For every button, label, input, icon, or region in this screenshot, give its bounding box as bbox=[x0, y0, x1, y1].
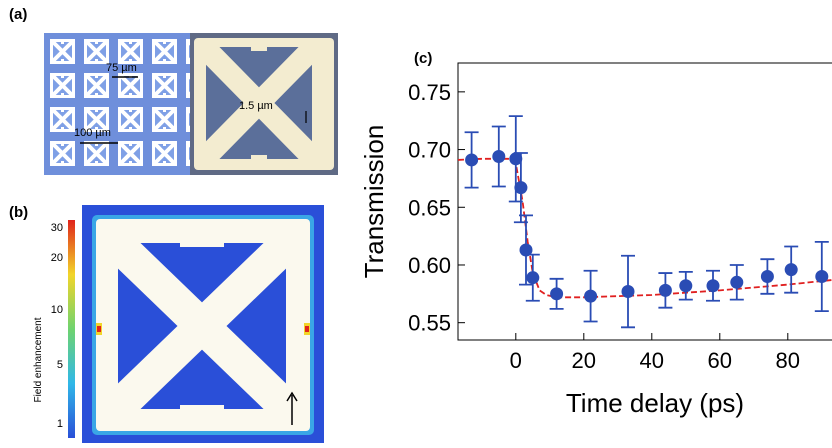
data-point bbox=[492, 149, 506, 163]
x-tick-label: 60 bbox=[708, 348, 732, 373]
data-point bbox=[514, 181, 528, 195]
array-cell bbox=[150, 37, 179, 66]
array-cell bbox=[48, 105, 77, 134]
x-tick-label: 40 bbox=[640, 348, 664, 373]
panel-b-simulation: Field enhancement 30 20 10 5 1 bbox=[30, 205, 324, 443]
data-point bbox=[519, 243, 533, 257]
micrograph-figure: 75 µm 100 µm 1.5 µm bbox=[44, 33, 338, 175]
y-tick-label: 0.60 bbox=[408, 253, 451, 278]
data-point bbox=[509, 152, 523, 166]
y-tick-label: 0.70 bbox=[408, 138, 451, 163]
panel-label-c: (c) bbox=[414, 50, 433, 67]
panel-c-chart: 0.55 0.60 0.65 0.70 0.75 0 20 40 60 80 Transmissi… bbox=[355, 40, 832, 443]
field-map-figure: Field enhancement 30 20 10 5 1 bbox=[33, 205, 324, 443]
plot-frame bbox=[457, 62, 832, 341]
array-cell bbox=[82, 139, 111, 168]
array-cell bbox=[150, 105, 179, 134]
fit-layer bbox=[457, 157, 832, 299]
colorbar-tick-20: 20 bbox=[51, 252, 63, 264]
array-cell bbox=[150, 71, 179, 100]
colorbar-title: Field enhancement bbox=[33, 317, 44, 402]
x-tick-label: 0 bbox=[510, 348, 522, 373]
scale-label-75: 75 µm bbox=[106, 62, 137, 74]
array-cell bbox=[116, 37, 145, 66]
array-cell bbox=[116, 105, 145, 134]
data-point bbox=[658, 283, 672, 297]
x-tick-label: 80 bbox=[776, 348, 800, 373]
array-cell bbox=[48, 37, 77, 66]
y-tick-label: 0.65 bbox=[408, 195, 451, 220]
data-point bbox=[760, 270, 774, 284]
array-cell bbox=[48, 139, 77, 168]
array-cell bbox=[82, 37, 111, 66]
data-point bbox=[679, 279, 693, 293]
panel-a-micrograph: 75 µm 100 µm 1.5 µm bbox=[44, 33, 338, 175]
scale-label-100: 100 µm bbox=[74, 127, 111, 139]
x-tick-label: 20 bbox=[572, 348, 596, 373]
data-point bbox=[621, 285, 635, 299]
data-point bbox=[730, 275, 744, 289]
data-point bbox=[584, 289, 598, 303]
array-cell bbox=[82, 71, 111, 100]
fit-curve bbox=[457, 157, 832, 299]
colorbar-tick-1: 1 bbox=[57, 418, 63, 430]
array-cell bbox=[116, 139, 145, 168]
axis-ticks: 0.55 0.60 0.65 0.70 0.75 0 20 40 60 80 bbox=[408, 80, 800, 373]
y-tick-label: 0.75 bbox=[408, 80, 451, 105]
data-point bbox=[465, 153, 479, 167]
colorbar-tick-30: 30 bbox=[51, 222, 63, 234]
colorbar bbox=[68, 220, 75, 438]
scale-label-gap: 1.5 µm bbox=[239, 100, 273, 112]
data-point bbox=[706, 279, 720, 293]
colorbar-tick-5: 5 bbox=[57, 359, 63, 371]
data-point bbox=[550, 287, 564, 301]
array-cell bbox=[150, 139, 179, 168]
y-axis-label: Transmission bbox=[359, 125, 389, 279]
data-points bbox=[464, 115, 829, 329]
y-tick-label: 0.55 bbox=[408, 311, 451, 336]
data-point bbox=[784, 263, 798, 277]
data-point bbox=[815, 270, 829, 284]
array-cell bbox=[48, 71, 77, 100]
data-point bbox=[526, 271, 540, 285]
x-axis-label: Time delay (ps) bbox=[566, 388, 744, 418]
colorbar-tick-10: 10 bbox=[51, 304, 63, 316]
transmission-chart: 0.55 0.60 0.65 0.70 0.75 0 20 40 60 80 Transmissi… bbox=[359, 62, 832, 418]
panel-label-a: (a) bbox=[9, 6, 28, 23]
panel-label-b: (b) bbox=[9, 204, 29, 221]
